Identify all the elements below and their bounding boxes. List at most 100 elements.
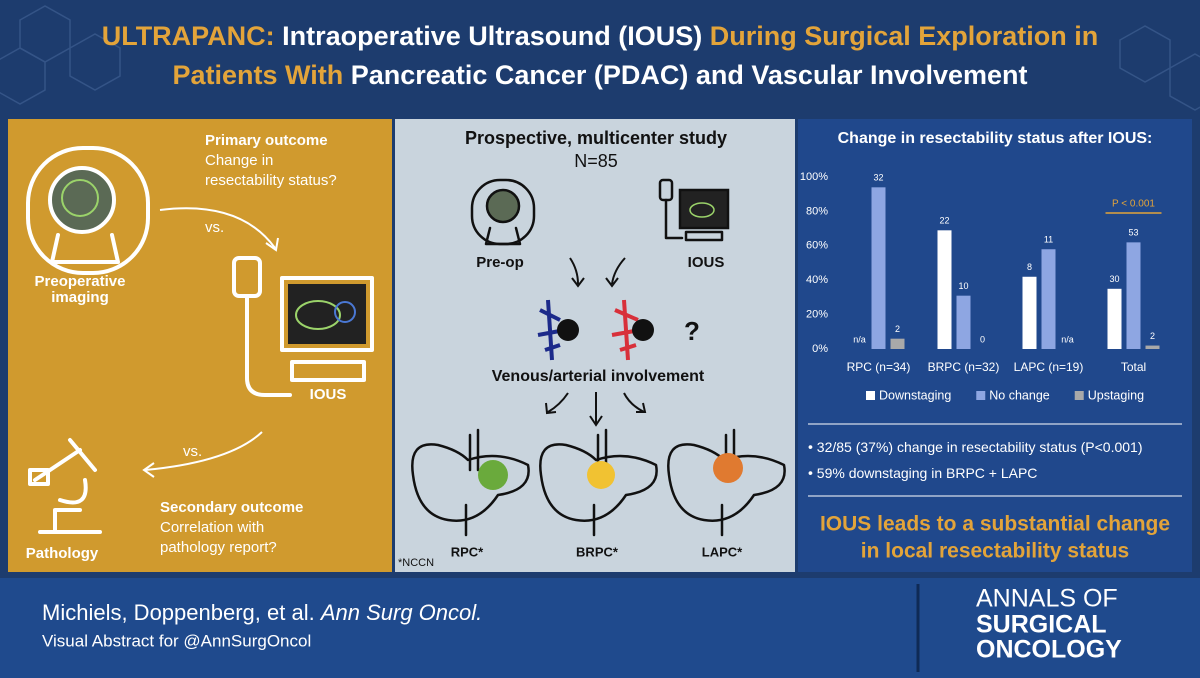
scanner-icon bbox=[470, 178, 536, 246]
group-label: BRPC* bbox=[576, 544, 619, 559]
x-tick-label: RPC (n=34) bbox=[847, 360, 911, 374]
group-label: RPC* bbox=[451, 544, 484, 559]
arrow bbox=[159, 207, 276, 249]
label: IOUS bbox=[688, 254, 725, 271]
x-tick-label: BRPC (n=32) bbox=[928, 360, 1000, 374]
legend-swatch bbox=[866, 391, 875, 400]
y-tick-label: 100% bbox=[800, 171, 828, 183]
title-part: During Surgical Exploration in bbox=[710, 21, 1099, 51]
logo-line: ANNALS OF bbox=[976, 585, 1118, 613]
count-label: 30 bbox=[1109, 274, 1119, 284]
arrows bbox=[545, 392, 647, 427]
scanner-icon bbox=[26, 146, 150, 275]
vs-label: vs. bbox=[183, 443, 202, 460]
title-part: ULTRAPANC: bbox=[102, 21, 275, 51]
sample-size: N=85 bbox=[574, 151, 618, 171]
count-label: 2 bbox=[1150, 331, 1155, 341]
legend-swatch bbox=[1074, 391, 1084, 400]
ultrasound-icon bbox=[658, 178, 730, 242]
count-label: 22 bbox=[939, 216, 949, 226]
header-bg bbox=[0, 0, 1200, 112]
bar bbox=[1022, 276, 1037, 349]
hex-pattern bbox=[0, 5, 1200, 111]
y-tick-label: 0% bbox=[812, 343, 828, 355]
x-tick-label: LAPC (n=19) bbox=[1014, 360, 1084, 374]
count-label: n/a bbox=[853, 334, 866, 344]
microscope-icon bbox=[28, 438, 102, 534]
legend-label: Upstaging bbox=[1088, 388, 1144, 402]
logo-line: ONCOLOGY bbox=[976, 636, 1122, 664]
outcome-title: Secondary outcome bbox=[160, 499, 303, 516]
outcome-text: resectability status? bbox=[205, 172, 337, 189]
footer-bg bbox=[0, 578, 1200, 678]
bar bbox=[1107, 288, 1122, 349]
outcome-text: Change in bbox=[205, 152, 273, 169]
label: Pathology bbox=[26, 545, 99, 562]
outcome-title: Primary outcome bbox=[205, 132, 328, 149]
logo-line: SURGICAL bbox=[976, 611, 1107, 639]
group-label: LAPC* bbox=[702, 544, 743, 559]
bar bbox=[890, 338, 905, 349]
bar bbox=[1126, 242, 1141, 349]
legend-swatch bbox=[976, 391, 986, 400]
count-label: 2 bbox=[895, 324, 900, 334]
middle-panel bbox=[395, 119, 795, 572]
vs-label: vs. bbox=[205, 219, 224, 236]
citation: Michiels, Doppenberg, et al. Ann Surg On… bbox=[42, 600, 482, 625]
label: IOUS bbox=[310, 386, 347, 403]
arrowhead bbox=[142, 462, 155, 478]
y-tick-label: 20% bbox=[806, 309, 828, 321]
count-label: n/a bbox=[1061, 334, 1074, 344]
finding: • 59% downstaging in BRPC + LAPC bbox=[808, 465, 1037, 481]
label: Venous/arterial involvement bbox=[492, 368, 705, 385]
title-part: Pancreatic Cancer (PDAC) and Vascular In… bbox=[343, 60, 1027, 90]
conclusion: in local resectability status bbox=[861, 540, 1129, 563]
arrows bbox=[569, 257, 626, 288]
title-part: Intraoperative Ultrasound (IOUS) bbox=[275, 21, 710, 51]
annotation: P < 0.001 bbox=[1112, 199, 1155, 210]
credit: Visual Abstract for @AnnSurgOncol bbox=[42, 631, 311, 650]
conclusion: IOUS leads to a substantial change bbox=[820, 513, 1170, 536]
count-label: 0 bbox=[980, 334, 985, 344]
y-tick-label: 40% bbox=[806, 274, 828, 286]
label: Preoperative bbox=[35, 273, 126, 290]
ultrasound-icon bbox=[232, 256, 374, 397]
question-mark: ? bbox=[684, 316, 700, 346]
bar bbox=[871, 187, 886, 349]
y-tick-label: 60% bbox=[806, 240, 828, 252]
label: imaging bbox=[51, 289, 109, 306]
panel-title: Prospective, multicenter study bbox=[465, 128, 727, 148]
finding-text: 32/85 (37%) change in resectability stat… bbox=[817, 439, 1143, 455]
bar bbox=[1145, 345, 1160, 349]
x-tick-label: Total bbox=[1121, 360, 1146, 374]
count-label: 53 bbox=[1128, 228, 1138, 238]
bar-chart: 0% 20% 40% 60% 80% 100% RPC (n=34) n/a 32 2 BRPC (… bbox=[800, 171, 1162, 402]
finding: • 32/85 (37%) change in resectability st… bbox=[808, 439, 1142, 455]
outcome-text: Correlation with bbox=[160, 519, 264, 536]
footnote: *NCCN bbox=[398, 557, 434, 569]
bar bbox=[937, 230, 952, 349]
bar bbox=[956, 295, 971, 349]
chart-title: Change in resectability status after IOU… bbox=[838, 130, 1153, 147]
title-line: ULTRAPANC: Intraoperative Ultrasound (IO… bbox=[102, 21, 1099, 51]
count-label: 10 bbox=[958, 281, 968, 291]
count-label: 11 bbox=[1044, 235, 1053, 245]
title-part: Patients With bbox=[172, 60, 343, 90]
legend-label: Downstaging bbox=[879, 388, 951, 402]
legend-label: No change bbox=[989, 388, 1050, 402]
arrow bbox=[144, 431, 263, 471]
count-label: 8 bbox=[1027, 262, 1032, 272]
title-line: Patients With Pancreatic Cancer (PDAC) a… bbox=[172, 60, 1027, 90]
finding-text: 59% downstaging in BRPC + LAPC bbox=[817, 465, 1038, 481]
count-label: 32 bbox=[873, 173, 883, 183]
arrowhead bbox=[265, 237, 279, 252]
label: Pre-op bbox=[476, 254, 524, 271]
authors: Michiels, Doppenberg, et al. bbox=[42, 600, 321, 625]
journal: Ann Surg Oncol. bbox=[319, 600, 482, 625]
pancreas-icons bbox=[411, 428, 786, 537]
bar bbox=[1041, 249, 1056, 349]
vessel-icon bbox=[537, 299, 654, 361]
